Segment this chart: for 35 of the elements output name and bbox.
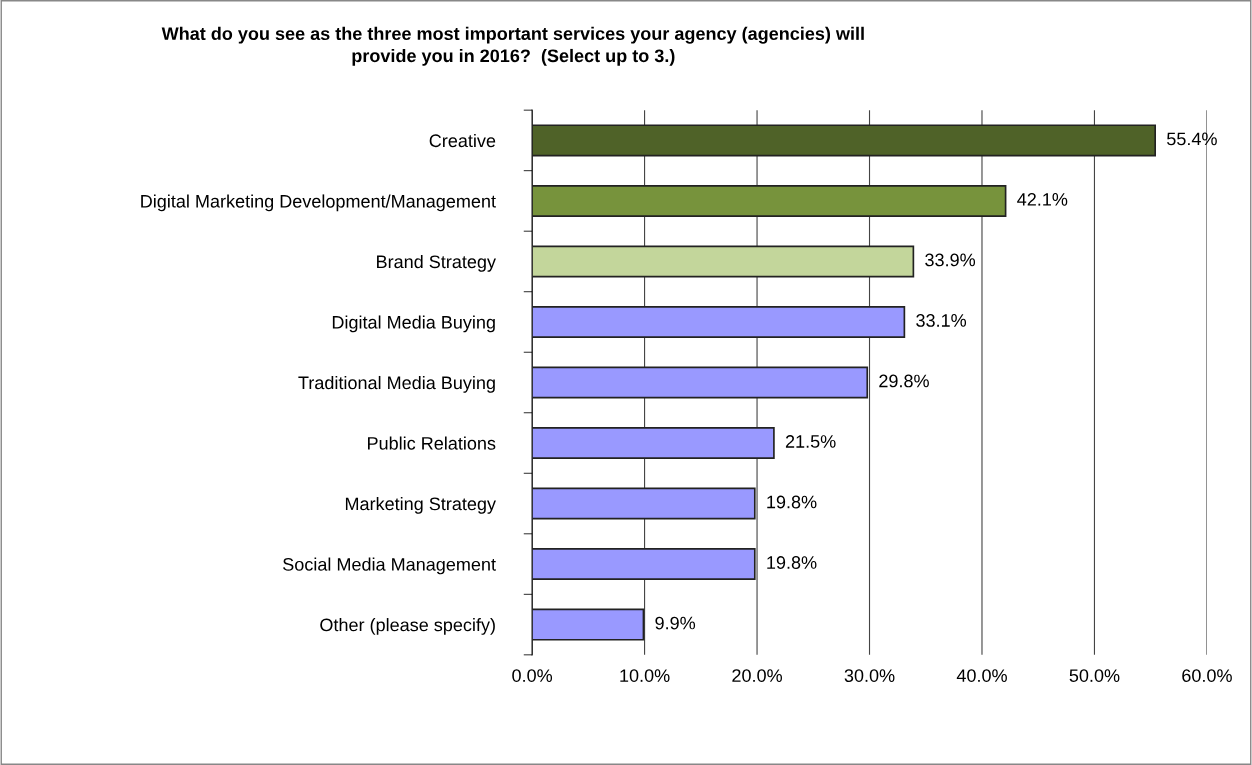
y-tick-label: Creative bbox=[429, 133, 496, 148]
chart-title: What do you see as the three most important services your agency (agencies) will provide you in 2016? (Select up to 3.) bbox=[161, 26, 864, 66]
bar bbox=[532, 184, 1007, 217]
bar bbox=[532, 245, 915, 278]
y-tick-label: Brand Strategy bbox=[377, 254, 496, 272]
y-tick-label: Digital Media Buying bbox=[332, 315, 495, 333]
x-tick-label: 40.0% bbox=[956, 669, 1007, 682]
x-tick-label: 30.0% bbox=[844, 669, 895, 682]
data-label: 9.9% bbox=[655, 616, 696, 630]
bar bbox=[532, 427, 775, 459]
bar bbox=[532, 306, 906, 338]
y-tick-label: Marketing Strategy bbox=[345, 497, 496, 514]
y-tick-label: Public Relations bbox=[368, 436, 496, 450]
x-tick-label: 50.0% bbox=[1069, 669, 1120, 682]
y-tick-label: Traditional Media Buying bbox=[298, 375, 495, 393]
x-tick-label: 60.0% bbox=[1182, 669, 1232, 682]
bar bbox=[532, 124, 1157, 157]
x-tick-label: 0.0% bbox=[512, 669, 553, 682]
data-label: 33.9% bbox=[925, 253, 976, 267]
data-label: 19.8% bbox=[767, 556, 817, 569]
data-label: 33.1% bbox=[916, 314, 967, 327]
y-tick-label: Social Media Management bbox=[283, 557, 496, 575]
bar bbox=[532, 608, 645, 641]
data-label: 29.8% bbox=[879, 374, 929, 388]
y-tick-label: Digital Marketing Development/Management bbox=[141, 194, 496, 212]
bar bbox=[532, 487, 756, 520]
x-tick-label: 20.0% bbox=[732, 669, 782, 682]
x-tick-label: 10.0% bbox=[620, 669, 670, 682]
y-tick-label: Other (please specify) bbox=[320, 618, 495, 635]
data-label: 42.1% bbox=[1017, 193, 1068, 206]
data-label: 21.5% bbox=[785, 435, 836, 448]
data-label: 55.4% bbox=[1167, 132, 1217, 146]
data-label: 19.8% bbox=[767, 495, 817, 509]
bar bbox=[532, 548, 756, 581]
bar bbox=[532, 366, 869, 399]
